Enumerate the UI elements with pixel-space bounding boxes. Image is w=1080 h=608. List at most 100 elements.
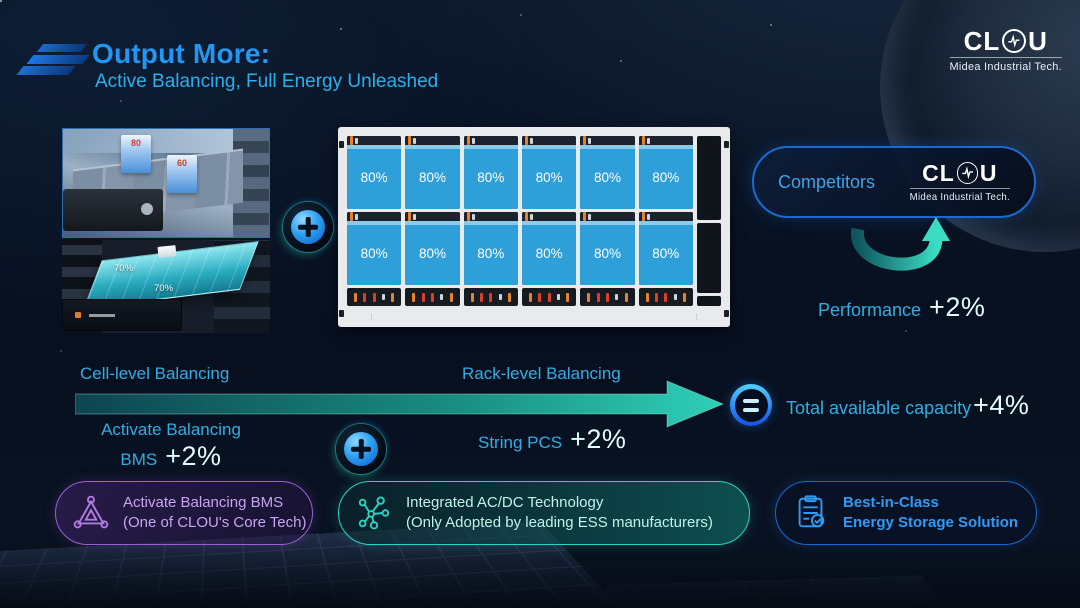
charge-percent-label: 80% <box>535 245 563 261</box>
rack-base: ⋮ ⋮ <box>368 313 700 321</box>
battery-module: 80% <box>347 212 402 285</box>
rack-column: 80% 80% <box>463 136 518 306</box>
battery-control-unit <box>521 288 577 306</box>
logo-letters-left: CL <box>922 159 955 186</box>
rack-column: 80% 80% <box>521 136 577 306</box>
charge-percent-label: 80% <box>477 245 505 261</box>
molecule-icon <box>358 496 390 530</box>
battery-control-unit <box>405 288 460 306</box>
battery-module: 80% <box>405 136 460 209</box>
stars-decoration <box>0 0 2 2</box>
screw-detail <box>724 310 729 317</box>
flag-icon <box>16 44 92 78</box>
battery-module: 80% <box>347 136 402 209</box>
cell-highlight-box: 80 <box>121 135 151 173</box>
performance-value: +2% <box>929 292 986 322</box>
charge-percent-label: 80% <box>535 169 563 185</box>
cell-value-label: 60 <box>176 158 187 168</box>
battery-module: 80% <box>521 136 577 209</box>
card-activate-balancing-bms: Activate Balancing BMS (One of CLOU's Co… <box>55 481 313 545</box>
card-line1: Integrated AC/DC Technology <box>406 493 604 511</box>
card-line2: (Only Adopted by leading ESS manufacture… <box>406 514 713 531</box>
rack-column: 80% 80% <box>347 136 402 306</box>
rack-side-panel <box>697 136 721 306</box>
pulse-circle-icon <box>956 162 978 184</box>
logo-letters-left: CL <box>963 26 1001 56</box>
plus-icon <box>336 424 386 474</box>
charge-percent-label: 80% <box>418 245 446 261</box>
battery-module: 80% <box>463 212 518 285</box>
rack-column: 80% 80% <box>405 136 460 306</box>
battery-control-unit <box>347 288 402 306</box>
screw-detail <box>339 141 344 148</box>
charge-percent-label: 80% <box>418 169 446 185</box>
charge-percent-label: 80% <box>652 245 680 261</box>
rack-level-label: Rack-level Balancing <box>462 364 621 383</box>
plus-icon <box>283 202 333 252</box>
screw-detail <box>339 310 344 317</box>
total-capacity-label: Total available capacity <box>786 398 972 418</box>
charge-percent-label: 80% <box>593 169 621 185</box>
charge-percent-label: 80% <box>652 169 680 185</box>
string-pcs-value: +2% <box>570 424 627 454</box>
battery-module-front <box>63 189 163 231</box>
battery-module: 80% <box>405 212 460 285</box>
cell-highlight-box: 60 <box>167 155 197 193</box>
photo-battery-module-bottom: 70% 70% <box>62 240 270 333</box>
battery-module: 80% <box>521 212 577 285</box>
battery-module: 80% <box>580 136 635 209</box>
battery-control-unit <box>463 288 518 306</box>
activate-balancing-block: Activate Balancing BMS +2% <box>64 419 278 474</box>
performance-label: Performance <box>818 300 922 320</box>
cell-highlight-box <box>157 245 177 258</box>
battery-control-unit <box>638 288 693 306</box>
flow-arrow <box>75 380 725 428</box>
cell-value-label: 80 <box>130 138 141 148</box>
charge-percent-label: 80% <box>593 245 621 261</box>
cell-value-label: 70% <box>114 263 134 274</box>
card-best-in-class: Best-in-Class Energy Storage Solution <box>775 481 1037 545</box>
card-line2: Energy Storage Solution <box>843 514 1019 531</box>
clou-logo: CL U Midea Industrial Tech. <box>909 159 1010 203</box>
clou-wordmark: CL U <box>964 28 1048 54</box>
string-pcs-label: String PCS <box>478 433 563 452</box>
screw-detail <box>724 141 729 148</box>
battery-module: 80% <box>463 136 518 209</box>
card-line2: (One of CLOU's Core Tech) <box>123 514 307 531</box>
logo-divider <box>949 57 1062 58</box>
string-pcs-block: String PCS +2% <box>478 424 626 455</box>
rack-columns: 80% 80% 80% 80% 80% 80% 80% 80% 80% 80% 80% 80% <box>347 136 693 306</box>
rack-column: 80% 80% <box>638 136 693 306</box>
battery-module: 80% <box>580 212 635 285</box>
charge-percent-label: 80% <box>360 245 388 261</box>
ground-fade <box>0 538 1080 608</box>
bms-value: +2% <box>165 441 222 472</box>
charge-percent-label: 80% <box>477 169 505 185</box>
competitors-label: Competitors <box>778 171 876 192</box>
battery-module-front <box>62 299 182 331</box>
clou-logo: CL U Midea Industrial Tech. <box>949 28 1062 73</box>
equals-icon <box>730 384 772 426</box>
card-integrated-acdc: Integrated AC/DC Technology (Only Adopte… <box>338 481 750 545</box>
card-line1: Best-in-Class <box>843 493 939 511</box>
page-title: Output More: <box>92 38 271 69</box>
card-line1: Activate Balancing BMS <box>123 493 284 511</box>
logo-tagline: Midea Industrial Tech. <box>909 191 1010 203</box>
page-subtitle: Active Balancing, Full Energy Unleashed <box>95 71 439 92</box>
battery-module: 80% <box>638 136 693 209</box>
pulse-circle-icon <box>1002 29 1027 53</box>
logo-letters-right: U <box>979 159 998 186</box>
competitors-pill: Competitors CL U Midea Industrial Tech. <box>752 146 1036 218</box>
refresh-arrow-icon <box>851 217 950 271</box>
cell-level-label: Cell-level Balancing <box>80 364 230 383</box>
total-capacity-block: Total available capacity +4% <box>786 390 1029 421</box>
battery-module: 80% <box>638 212 693 285</box>
logo-letters-right: U <box>1028 26 1048 56</box>
rack-column: 80% 80% <box>580 136 635 306</box>
triangle-network-icon <box>73 495 109 529</box>
logo-divider <box>909 187 1010 189</box>
checklist-icon <box>798 495 825 528</box>
charge-percent-label: 80% <box>360 169 388 185</box>
battery-control-unit <box>580 288 635 306</box>
